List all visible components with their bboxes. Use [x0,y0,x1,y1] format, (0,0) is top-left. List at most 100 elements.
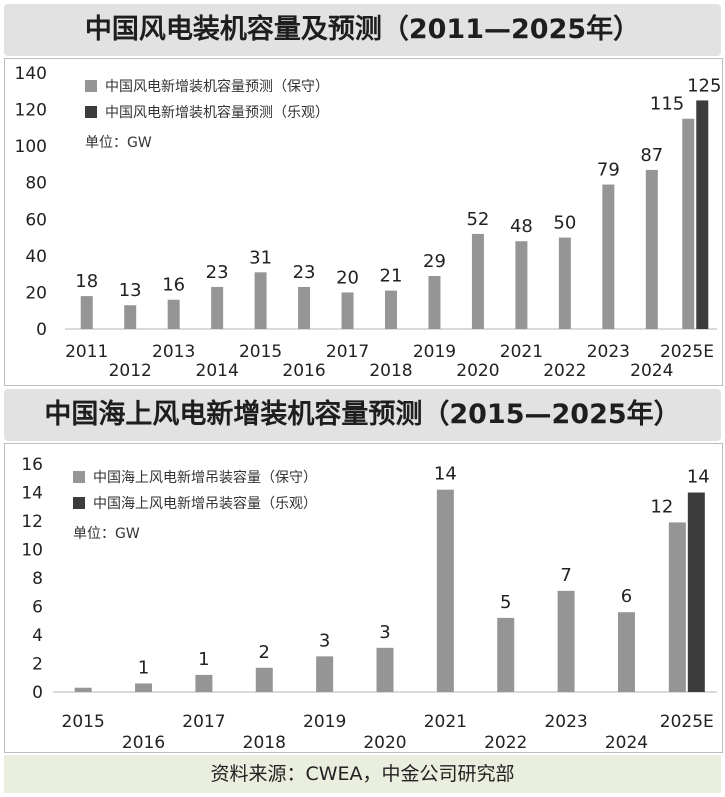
chart2-svg: 0 2 4 6 8 10 12 14 16 2015 1 2016 1 2017 2 2018 3 2019 3 20… [21,455,717,752]
y-tick-label: 4 [32,626,43,646]
data-label: 50 [553,213,576,234]
bar-conservative [558,237,571,329]
legend-swatch [85,80,97,92]
data-label: 79 [597,160,620,181]
bar-conservative [255,667,273,692]
bar-conservative [135,683,153,692]
x-tick-label: 2015 [62,712,105,732]
data-label: 21 [380,266,403,287]
data-label-optimistic: 14 [687,467,710,488]
x-tick-label: 2016 [282,361,325,381]
y-tick-label: 120 [15,101,47,121]
bar-conservative [167,299,180,329]
bar-conservative [385,290,397,329]
x-tick-label: 2025E [660,342,714,362]
bar-conservative [254,272,267,329]
y-tick-label: 14 [21,484,43,504]
x-tick-label: 2014 [196,361,239,381]
y-tick-label: 10 [21,541,43,561]
legend-swatch [73,471,85,483]
bar-conservative [645,169,658,329]
y-tick-label: 8 [32,569,43,589]
y-tick-label: 40 [25,247,47,267]
x-tick-label: 2018 [243,733,286,752]
bar-conservative [515,241,528,329]
bar-conservative [80,296,93,329]
y-tick-label: 16 [21,455,43,475]
x-tick-label: 2025E [660,712,714,732]
data-label: 115 [650,94,684,115]
data-label: 3 [379,622,390,643]
x-tick-label: 2019 [303,712,346,732]
data-label: 23 [293,262,316,283]
chart1-svg: 0 20 40 60 80 100 120 140 18 2011 13 2012 16 2013 23 20… [15,64,722,381]
y-tick-label: 100 [15,137,47,157]
y-tick-label: 0 [32,683,43,703]
y-tick-label: 80 [25,174,47,194]
x-tick-label: 2012 [109,361,152,381]
y-tick-label: 20 [25,283,47,303]
data-label: 16 [162,275,185,296]
y-tick-label: 12 [21,512,43,532]
data-label: 23 [206,262,229,283]
y-tick-label: 60 [25,210,47,230]
bar-conservative [341,292,354,329]
y-tick-label: 0 [36,320,47,340]
bar-conservative [668,522,686,692]
bar-conservative [316,656,334,692]
data-label: 1 [138,657,149,678]
x-tick-label: 2020 [456,361,499,381]
bar-conservative [376,647,394,692]
x-tick-label: 2019 [413,342,456,362]
data-label: 1 [198,649,209,670]
bar-optimistic [687,492,705,692]
bar-conservative [74,687,92,692]
source-note: 资料来源：CWEA，中金公司研究部 [4,755,721,793]
chart2-panel: 0 2 4 6 8 10 12 14 16 2015 1 2016 1 2017 2 2018 3 2019 3 20… [4,443,723,753]
data-label: 87 [640,145,663,166]
data-label: 29 [423,251,446,272]
data-label: 7 [560,565,571,586]
legend-label: 中国海上风电新增吊装容量（乐观） [93,495,317,512]
x-tick-label: 2024 [605,733,648,752]
data-label: 20 [336,267,359,288]
bar-conservative [428,275,441,329]
data-label: 14 [434,464,457,485]
legend-label: 中国风电新增装机容量预测（保守） [105,78,329,95]
bar-conservative [617,612,635,692]
legend-swatch [73,497,85,509]
unit-label: 单位：GW [73,526,140,542]
x-tick-label: 2024 [630,361,673,381]
x-tick-label: 2017 [326,342,369,362]
data-label: 3 [319,630,330,651]
data-label: 13 [119,280,142,301]
legend-label: 中国海上风电新增吊装容量（保守） [93,469,317,486]
x-tick-label: 2023 [587,342,630,362]
bar-conservative [557,590,575,692]
data-label: 31 [249,247,272,268]
data-label: 18 [75,271,98,292]
x-tick-label: 2020 [363,733,406,752]
y-tick-label: 140 [15,64,47,84]
bar-conservative [124,305,137,329]
legend-swatch [85,106,97,118]
data-label: 6 [621,586,632,607]
bar-conservative [436,489,454,692]
bar-conservative [682,118,695,329]
x-tick-label: 2013 [152,342,195,362]
x-tick-label: 2022 [484,733,527,752]
chart2-title: 中国海上风电新增装机容量预测（2015—2025年） [4,389,721,441]
x-tick-label: 2015 [239,342,282,362]
x-tick-label: 2021 [424,712,467,732]
data-label: 52 [466,209,489,230]
data-label: 5 [500,592,511,613]
y-tick-label: 6 [32,598,43,618]
bar-conservative [211,286,224,329]
bar-conservative [195,674,213,692]
data-label-optimistic: 125 [687,75,721,96]
x-tick-label: 2017 [182,712,225,732]
x-tick-label: 2011 [65,342,108,362]
x-tick-label: 2022 [543,361,586,381]
data-label: 48 [510,216,533,237]
